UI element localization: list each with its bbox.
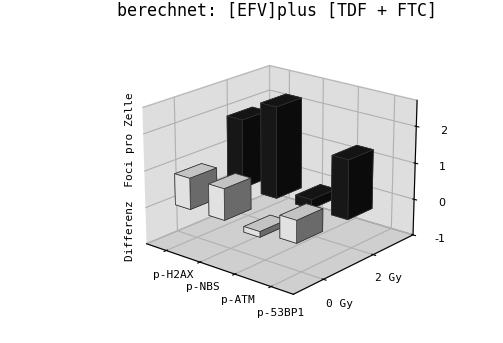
Title: berechnet: [EFV]plus [TDF + FTC]: berechnet: [EFV]plus [TDF + FTC]: [117, 2, 437, 20]
Text: Differenz  Foci pro Zelle: Differenz Foci pro Zelle: [125, 92, 135, 261]
